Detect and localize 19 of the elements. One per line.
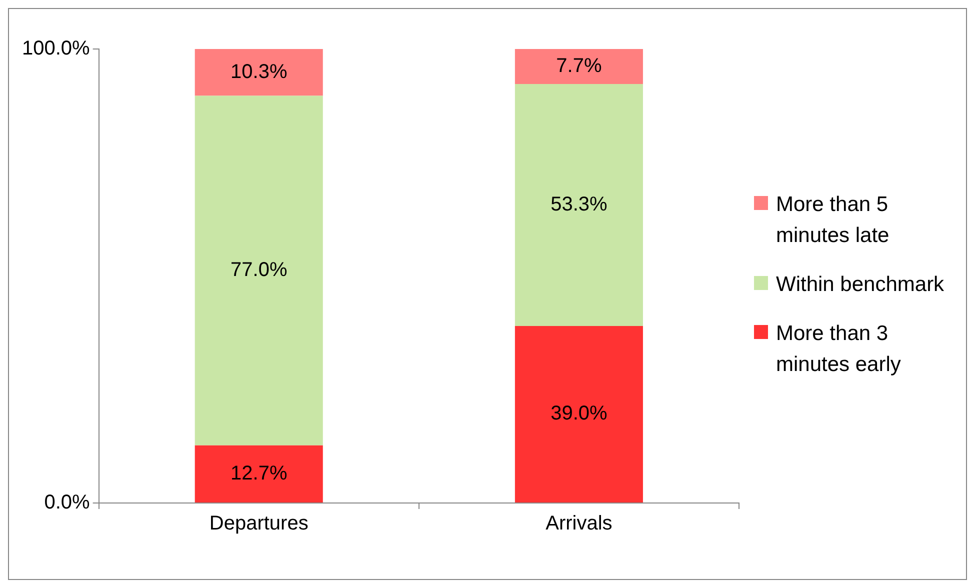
data-label: 77.0% xyxy=(230,259,288,282)
data-label: 53.3% xyxy=(550,193,608,216)
x-tick-label: Departures xyxy=(209,512,308,535)
legend-label: More than 3 minutes early xyxy=(776,321,902,378)
bar xyxy=(194,445,323,502)
bar xyxy=(514,49,643,84)
bar xyxy=(514,84,643,326)
y-tick-label: 0.0% xyxy=(44,492,90,514)
data-label: 12.7% xyxy=(230,462,288,484)
y-tick-label: 100.0% xyxy=(22,38,90,60)
legend-label: More than 5 minutes late xyxy=(776,192,890,249)
data-label: 10.3% xyxy=(230,60,288,83)
data-label: 39.0% xyxy=(550,402,608,425)
data-label: 7.7% xyxy=(556,54,602,77)
bar xyxy=(514,326,643,502)
bar xyxy=(194,96,323,446)
legend-label: Within benchmark xyxy=(776,272,944,298)
bar xyxy=(194,49,323,96)
x-tick-label: Arrivals xyxy=(546,512,612,535)
